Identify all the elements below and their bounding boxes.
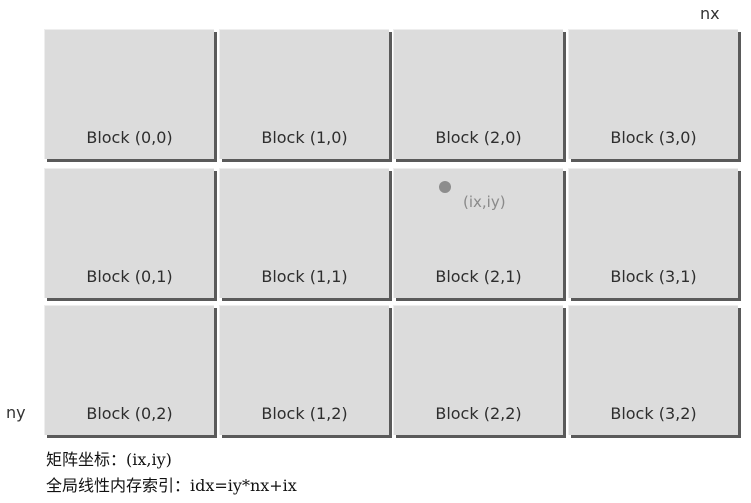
block-1-1: Block (1,1) [219, 168, 389, 298]
block-3-1: Block (3,1) [568, 168, 738, 298]
block-2-1: Block (2,1) [393, 168, 563, 298]
block-3-0: Block (3,0) [568, 29, 738, 159]
linear-index-caption: 全局线性内存索引：idx=iy*nx+ix [46, 476, 297, 495]
block-label: Block (0,0) [86, 128, 173, 147]
block-label: Block (2,2) [435, 404, 522, 423]
block-label: Block (0,1) [86, 267, 173, 286]
block-label: Block (1,2) [261, 404, 348, 423]
block-label: Block (2,0) [435, 128, 522, 147]
ny-axis-label: ny [6, 403, 26, 422]
block-label: Block (3,1) [610, 267, 697, 286]
block-0-0: Block (0,0) [44, 29, 214, 159]
matrix-coordinate-caption: 矩阵坐标：(ix,iy) [46, 450, 172, 469]
block-2-0: Block (2,0) [393, 29, 563, 159]
block-label: Block (3,0) [610, 128, 697, 147]
nx-axis-label: nx [700, 4, 720, 23]
block-0-1: Block (0,1) [44, 168, 214, 298]
block-0-2: Block (0,2) [44, 305, 214, 435]
block-2-2: Block (2,2) [393, 305, 563, 435]
block-label: Block (3,2) [610, 404, 697, 423]
thread-point-icon [439, 181, 451, 193]
block-label: Block (2,1) [435, 267, 522, 286]
block-label: Block (0,2) [86, 404, 173, 423]
block-label: Block (1,0) [261, 128, 348, 147]
block-label: Block (1,1) [261, 267, 348, 286]
block-grid: Block (0,0) Block (1,0) Block (2,0) Block (… [44, 29, 740, 441]
block-1-2: Block (1,2) [219, 305, 389, 435]
block-3-2: Block (3,2) [568, 305, 738, 435]
thread-coordinate-label: (ix,iy) [463, 193, 506, 211]
block-1-0: Block (1,0) [219, 29, 389, 159]
